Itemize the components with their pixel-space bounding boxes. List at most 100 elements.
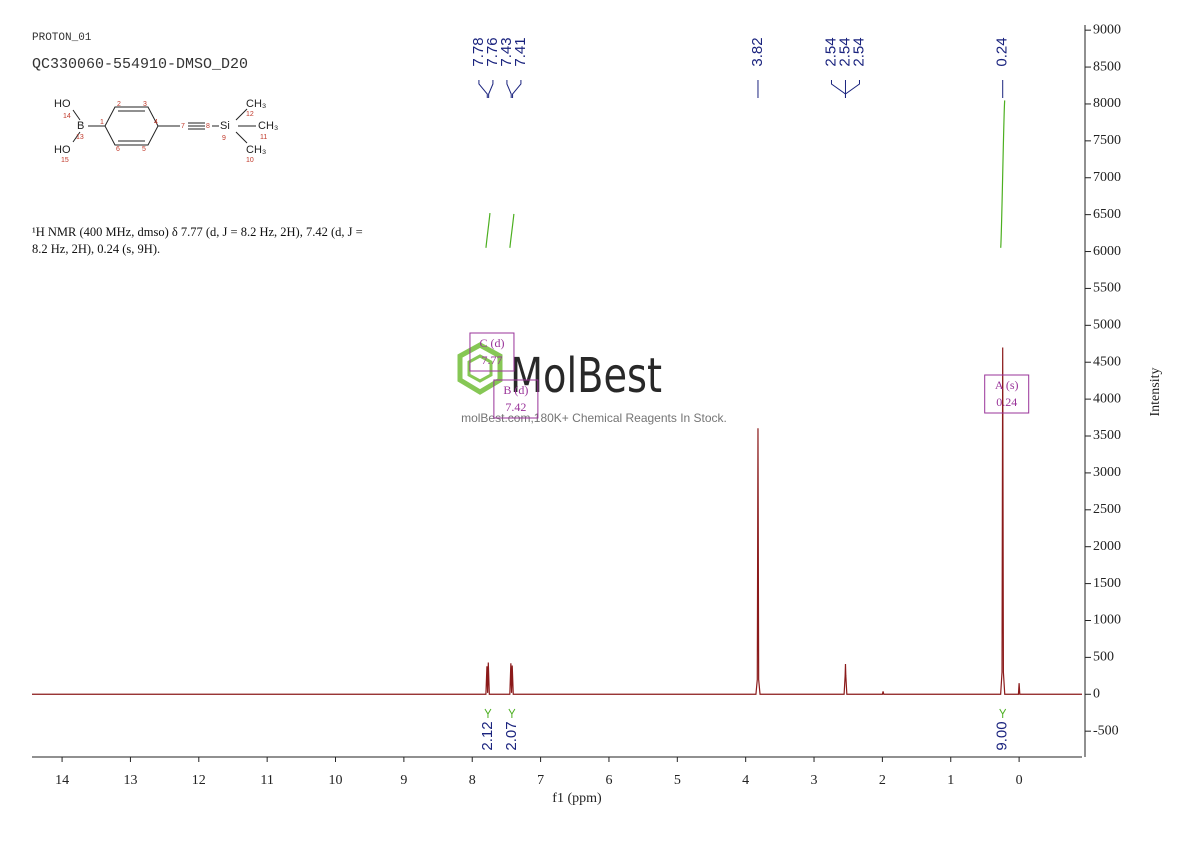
integral-marker <box>999 708 1007 718</box>
x-tick-label: 4 <box>742 773 749 788</box>
atom-number: 10 <box>246 157 254 164</box>
peak-leader <box>488 80 494 98</box>
peak-leader <box>844 80 860 98</box>
x-tick-label: 0 <box>1016 773 1023 788</box>
peak-label: 2.54 <box>836 37 853 66</box>
atom-label: CH₃ <box>246 98 266 110</box>
atom-number: 11 <box>260 134 267 141</box>
y-tick-label: 6000 <box>1093 244 1121 259</box>
multiplet-box <box>469 332 515 372</box>
x-tick-label: 5 <box>674 773 681 788</box>
y-tick-label: 5000 <box>1093 318 1121 333</box>
x-tick-label: 6 <box>605 773 612 788</box>
integral-curve <box>1000 100 1006 248</box>
multiplet-box <box>493 379 539 419</box>
x-tick-label: 8 <box>469 773 476 788</box>
atom-number: 2 <box>117 101 121 108</box>
y-tick-label: 7500 <box>1093 133 1121 148</box>
watermark: MolBest molBest.com,180K+ Chemical Reage… <box>457 342 727 425</box>
multiplet-box <box>984 374 1030 414</box>
x-tick-label: 13 <box>123 773 137 788</box>
peak-label: 2.54 <box>822 37 839 66</box>
x-tick-label: 12 <box>192 773 206 788</box>
watermark-tagline: molBest.com,180K+ Chemical Reagents In S… <box>461 411 727 425</box>
atom-number: 6 <box>116 146 120 153</box>
atom-number: 12 <box>246 111 254 118</box>
atom-number: 1 <box>100 119 104 126</box>
y-tick-label: 500 <box>1093 650 1114 665</box>
peak-label: 2.54 <box>850 37 867 66</box>
y-tick-label: 7000 <box>1093 170 1121 185</box>
structure: HO 14 B 13 HO 15 1 2 3 4 5 6 7 8 Si 9 CH… <box>54 98 278 164</box>
y-axis-label: Intensity <box>1148 368 1163 417</box>
bonds <box>72 106 256 146</box>
peak-label: 7.76 <box>484 37 501 66</box>
integral-marker <box>508 708 516 718</box>
atom-number: 4 <box>154 119 158 126</box>
multiplet-shift: 7.42 <box>505 400 526 414</box>
x-tick-label: 3 <box>811 773 818 788</box>
y-tick-label: 5500 <box>1093 281 1121 296</box>
integral-label: 9.00 <box>994 721 1011 750</box>
atom-number: 14 <box>63 113 71 120</box>
peak-leader <box>478 80 488 98</box>
multiplet-label: A (s) <box>995 378 1019 392</box>
spectrum-line <box>32 347 1082 695</box>
y-tick-label: 2000 <box>1093 539 1121 554</box>
y-tick-label: 1500 <box>1093 576 1121 591</box>
multiplet-shift: 7.77 <box>481 353 502 367</box>
peak-label: 7.78 <box>470 37 487 66</box>
x-tick-label: 2 <box>879 773 886 788</box>
peak-leader <box>506 80 512 98</box>
atom-number: 8 <box>206 123 210 130</box>
atom-number: 7 <box>181 123 185 130</box>
y-tick-label: 8000 <box>1093 96 1121 111</box>
peak-label: 7.43 <box>498 37 515 66</box>
y-tick-label: 3000 <box>1093 465 1121 480</box>
x-tick-label: 7 <box>537 773 544 788</box>
multiplet-label: B (d) <box>503 383 528 397</box>
peak-label: 7.41 <box>512 37 529 66</box>
atom-number: 9 <box>222 135 226 142</box>
x-tick-label: 9 <box>400 773 407 788</box>
x-tick-label: 14 <box>55 773 69 788</box>
nmr-description: ¹H NMR (400 MHz, dmso) δ 7.77 (d, J = 8.… <box>32 225 363 256</box>
peak-leader <box>830 80 846 98</box>
y-tick-label: 0 <box>1093 686 1100 701</box>
experiment-name: PROTON_01 <box>32 32 92 44</box>
y-tick-label: 3500 <box>1093 428 1121 443</box>
integral-curve <box>485 213 491 248</box>
logo-icon-inner <box>467 354 493 383</box>
atom-number: 13 <box>76 134 84 141</box>
atom-number: 5 <box>142 146 146 153</box>
atom-number: 15 <box>61 157 69 164</box>
multiplet-shift: 0.24 <box>996 395 1017 409</box>
peak-leader <box>512 80 522 98</box>
y-tick-label: -500 <box>1093 723 1119 738</box>
atom-label: HO <box>54 144 71 156</box>
y-tick-label: 4500 <box>1093 354 1121 369</box>
atom-label: Si <box>220 120 230 132</box>
peak-label: 0.24 <box>994 37 1011 66</box>
multiplet-label: C (d) <box>479 336 504 350</box>
y-tick-label: 9000 <box>1093 22 1121 37</box>
atom-label: CH₃ <box>258 120 278 132</box>
atom-label: CH₃ <box>246 144 266 156</box>
y-tick-label: 1000 <box>1093 613 1121 628</box>
y-tick-label: 8500 <box>1093 59 1121 74</box>
integral-label: 2.07 <box>503 721 520 750</box>
integral-curve <box>509 213 515 248</box>
watermark-brand: MolBest <box>510 348 662 404</box>
y-tick-label: 6500 <box>1093 207 1121 222</box>
peak-label: 3.82 <box>749 37 766 66</box>
integral-label: 2.12 <box>479 721 496 750</box>
sample-name: QC330060-554910-DMSO_D20 <box>32 56 248 73</box>
y-tick-label: 4000 <box>1093 391 1121 406</box>
x-tick-label: 1 <box>947 773 954 788</box>
atom-number: 3 <box>143 101 147 108</box>
logo-icon <box>457 342 503 395</box>
integral-marker <box>484 708 492 718</box>
x-tick-label: 10 <box>329 773 343 788</box>
